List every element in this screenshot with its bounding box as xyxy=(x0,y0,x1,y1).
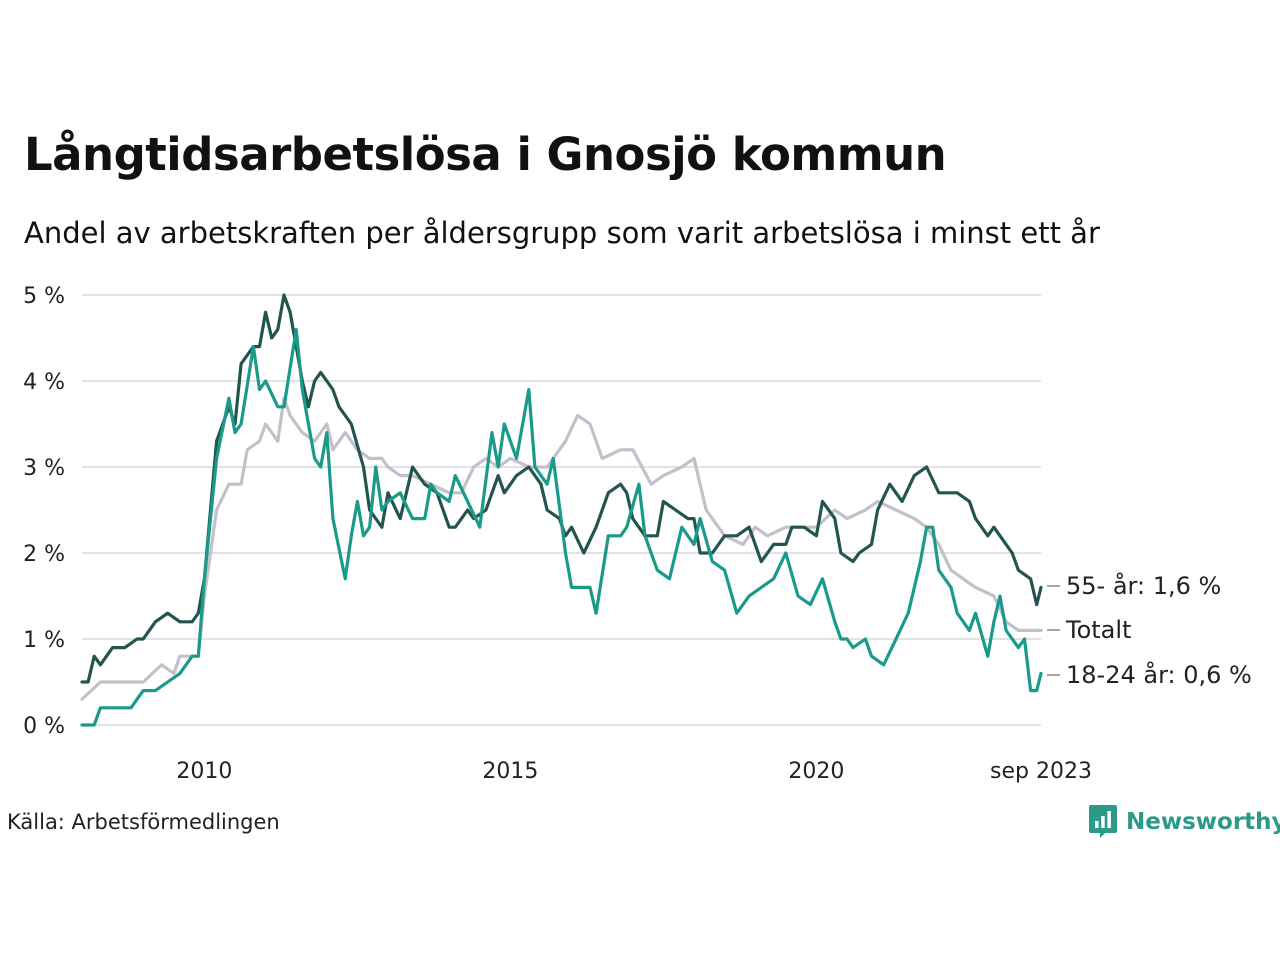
y-tick-label: 4 % xyxy=(23,370,65,395)
brand-name: Newsworthy xyxy=(1126,808,1280,835)
source-note: Källa: Arbetsförmedlingen xyxy=(7,810,280,834)
x-tick-label: 2015 xyxy=(482,759,538,784)
y-axis-labels: 0 % 1 % 2 % 3 % 4 % 5 % xyxy=(23,284,65,739)
chart-title: Långtidsarbetslösa i Gnosjö kommun xyxy=(24,128,947,181)
series-end-label: 55- år: 1,6 % xyxy=(1066,571,1221,600)
newsworthy-logo-icon xyxy=(1089,805,1117,838)
y-tick-label: 5 % xyxy=(23,284,65,309)
grid-lines xyxy=(82,294,1041,726)
series-end-label: 18-24 år: 0,6 % xyxy=(1066,660,1252,689)
y-tick-label: 1 % xyxy=(23,628,65,653)
chart-subtitle: Andel av arbetskraften per åldersgrupp s… xyxy=(24,216,1100,250)
brand-logo: Newsworthy xyxy=(1088,804,1280,840)
y-tick-label: 0 % xyxy=(23,714,65,739)
y-tick-label: 3 % xyxy=(23,456,65,481)
x-tick-label: sep 2023 xyxy=(990,759,1092,784)
series-end-label: Totalt xyxy=(1065,616,1131,644)
series-line-totalt xyxy=(80,396,1043,701)
x-tick-label: 2020 xyxy=(788,759,844,784)
series-end-labels: Totalt 55- år: 1,6 % 18-24 år: 0,6 % xyxy=(1047,571,1252,689)
series-line-55-r xyxy=(80,293,1043,684)
x-axis-labels: 2010 2015 2020 sep 2023 xyxy=(176,759,1092,784)
line-chart: 0 %1 %2 %3 %4 %5 % 2010 2015 2020 sep 2023 … xyxy=(23,284,1252,784)
series-line-18-24-r xyxy=(80,327,1043,727)
series-lines xyxy=(80,293,1043,727)
y-tick-label: 2 % xyxy=(23,542,65,567)
x-tick-label: 2010 xyxy=(176,759,232,784)
